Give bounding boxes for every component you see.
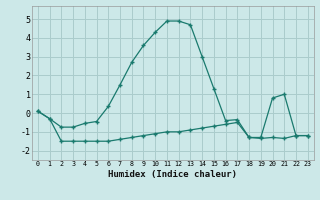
X-axis label: Humidex (Indice chaleur): Humidex (Indice chaleur) <box>108 170 237 179</box>
